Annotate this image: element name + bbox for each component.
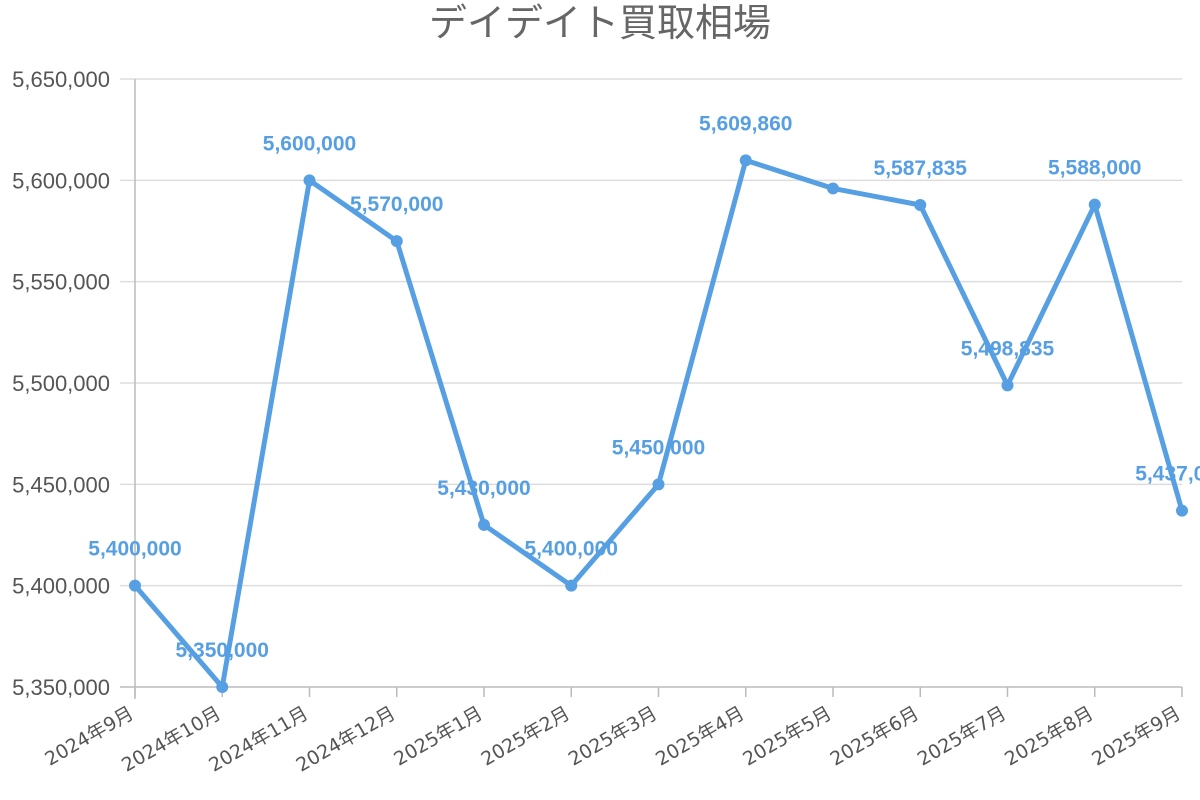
data-label: 5,588,000	[1048, 157, 1141, 180]
data-point	[1176, 504, 1188, 517]
data-label: 5,609,860	[699, 112, 792, 135]
data-label: 5,450,000	[612, 436, 705, 459]
data-point	[390, 235, 403, 248]
x-tick-label: 2025年6月	[826, 702, 922, 770]
data-label: 5,350,000	[176, 639, 269, 662]
x-tick-label: 2025年5月	[739, 702, 835, 770]
x-tick-label: 2025年3月	[565, 702, 661, 770]
data-label: 5,430,000	[437, 477, 530, 500]
y-tick-label: 5,600,000	[12, 168, 110, 193]
chart-title: デイデイト買取相場	[429, 1, 771, 45]
y-tick-label: 5,400,000	[12, 574, 110, 599]
data-point	[1001, 379, 1014, 392]
data-labels: 5,400,000 5,350,000 5,600,000 5,570,000 5,43…	[88, 112, 1200, 662]
data-label: 5,498,835	[961, 337, 1055, 360]
data-point	[827, 182, 839, 195]
x-axis: 2024年9月2024年10月2024年11月2024年12月2025年1月20…	[41, 687, 1185, 777]
x-tick-label: 2024年12月	[293, 702, 400, 776]
data-point	[739, 154, 752, 167]
y-tick-label: 5,350,000	[12, 675, 110, 700]
x-tick-label: 2025年1月	[390, 702, 486, 770]
x-tick-label: 2025年2月	[477, 702, 573, 770]
y-axis: 5,350,000 5,400,000 5,450,000 5,500,000 5,55…	[12, 67, 110, 700]
y-tick-label: 5,450,000	[12, 472, 110, 497]
x-tick-label: 2025年8月	[1001, 702, 1097, 770]
grid	[120, 78, 1182, 699]
data-label: 5,600,000	[263, 132, 356, 155]
data-point	[478, 518, 490, 531]
y-tick-label: 5,550,000	[12, 270, 110, 295]
data-label: 5,400,000	[88, 538, 181, 561]
x-tick-label: 2025年7月	[914, 702, 1010, 770]
y-tick-label: 5,500,000	[12, 371, 110, 396]
data-point	[914, 198, 927, 211]
data-point	[303, 174, 316, 187]
data-point	[129, 579, 141, 592]
x-tick-label: 2025年4月	[652, 702, 748, 770]
data-point	[565, 579, 578, 592]
data-label: 5,437,000	[1135, 463, 1200, 486]
data-label: 5,587,835	[874, 157, 968, 180]
data-point	[216, 681, 229, 693]
series-line	[132, 157, 1185, 690]
data-point	[652, 478, 665, 491]
x-tick-label: 2025年9月	[1088, 702, 1184, 770]
series	[129, 154, 1188, 693]
data-label: 5,400,000	[525, 538, 618, 561]
data-point	[1088, 198, 1101, 211]
data-label: 5,570,000	[350, 193, 443, 216]
y-tick-label: 5,650,000	[12, 67, 110, 92]
